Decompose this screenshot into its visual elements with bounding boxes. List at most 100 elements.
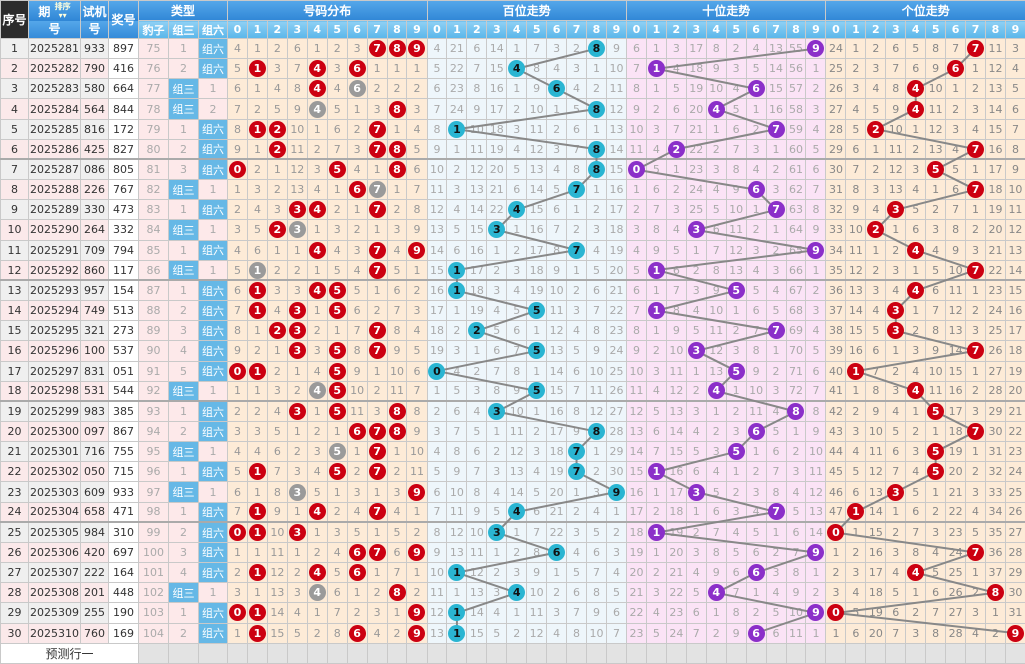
shi-digit-header[interactable]: 4 xyxy=(706,21,726,39)
forecast-cell[interactable] xyxy=(427,643,447,663)
ge-digit-header[interactable]: 0 xyxy=(826,21,846,39)
dist-digit-header[interactable]: 5 xyxy=(327,21,347,39)
forecast-cell[interactable] xyxy=(826,643,846,663)
shi-digit-header[interactable]: 9 xyxy=(806,21,826,39)
bai-omission-cell: 2 xyxy=(587,200,607,220)
forecast-cell[interactable] xyxy=(906,643,926,663)
forecast-cell[interactable] xyxy=(287,643,307,663)
forecast-cell[interactable] xyxy=(228,643,248,663)
bai-digit-header[interactable]: 0 xyxy=(427,21,447,39)
type-col-header[interactable]: 豹子 xyxy=(139,21,169,39)
forecast-cell[interactable] xyxy=(467,643,487,663)
dist-digit-header[interactable]: 2 xyxy=(267,21,287,39)
forecast-cell[interactable] xyxy=(367,643,387,663)
ge-digit-header[interactable]: 8 xyxy=(985,21,1005,39)
forecast-cell[interactable] xyxy=(387,643,407,663)
forecast-cell[interactable] xyxy=(247,643,267,663)
bai-digit-header[interactable]: 4 xyxy=(507,21,527,39)
dist-digit-header[interactable]: 1 xyxy=(247,21,267,39)
bai-digit-header[interactable]: 9 xyxy=(606,21,626,39)
forecast-cell[interactable] xyxy=(447,643,467,663)
shi-digit-header[interactable]: 0 xyxy=(627,21,647,39)
bai-digit-header[interactable]: 5 xyxy=(527,21,547,39)
forecast-cell[interactable] xyxy=(627,643,647,663)
forecast-cell[interactable] xyxy=(587,643,607,663)
dist-digit-header[interactable]: 6 xyxy=(347,21,367,39)
bai-omission-cell: 12 xyxy=(467,563,487,583)
forecast-cell[interactable] xyxy=(786,643,806,663)
forecast-cell[interactable] xyxy=(139,643,169,663)
dist-digit-header[interactable]: 4 xyxy=(307,21,327,39)
ge-digit-header[interactable]: 5 xyxy=(926,21,946,39)
forecast-cell[interactable] xyxy=(726,643,746,663)
forecast-cell[interactable] xyxy=(407,643,427,663)
forecast-cell[interactable] xyxy=(507,643,527,663)
dist-digit-header[interactable]: 3 xyxy=(287,21,307,39)
forecast-cell[interactable] xyxy=(307,643,327,663)
forecast-cell[interactable] xyxy=(487,643,507,663)
ge-ball: 7 xyxy=(967,342,984,359)
type-col-header[interactable]: 组三 xyxy=(169,21,199,39)
bai-digit-header[interactable]: 7 xyxy=(567,21,587,39)
forecast-cell[interactable] xyxy=(646,643,666,663)
ge-digit-header[interactable]: 4 xyxy=(906,21,926,39)
ge-digit-header[interactable]: 3 xyxy=(886,21,906,39)
ge-digit-header[interactable]: 1 xyxy=(846,21,866,39)
shi-digit-header[interactable]: 8 xyxy=(786,21,806,39)
bai-omission-cell: 20 xyxy=(487,159,507,179)
forecast-cell[interactable] xyxy=(706,643,726,663)
bai-digit-header[interactable]: 2 xyxy=(467,21,487,39)
ge-digit-header[interactable]: 9 xyxy=(1005,21,1025,39)
shi-digit-header[interactable]: 7 xyxy=(766,21,786,39)
forecast-cell[interactable] xyxy=(347,643,367,663)
forecast-cell[interactable] xyxy=(547,643,567,663)
ge-digit-header[interactable]: 2 xyxy=(866,21,886,39)
forecast-cell[interactable] xyxy=(746,643,766,663)
forecast-cell[interactable] xyxy=(985,643,1005,663)
forecast-cell[interactable] xyxy=(806,643,826,663)
forecast-cell[interactable] xyxy=(686,643,706,663)
sort-button[interactable]: 排序▾▾ xyxy=(55,2,71,20)
dist-digit-header[interactable]: 8 xyxy=(387,21,407,39)
forecast-cell[interactable] xyxy=(606,643,626,663)
bai-digit-header[interactable]: 1 xyxy=(447,21,467,39)
shi-digit-header[interactable]: 1 xyxy=(646,21,666,39)
forecast-cell[interactable] xyxy=(846,643,866,663)
forecast-cell[interactable] xyxy=(946,643,966,663)
forecast-cell[interactable] xyxy=(926,643,946,663)
header-period[interactable]: 期 排序▾▾ 号 xyxy=(29,1,81,39)
ge-digit-header[interactable]: 6 xyxy=(946,21,966,39)
dist-hit-cell: 6 xyxy=(347,79,367,99)
bai-digit-header[interactable]: 6 xyxy=(547,21,567,39)
forecast-cell[interactable] xyxy=(766,643,786,663)
forecast-cell[interactable] xyxy=(527,643,547,663)
shi-omission-cell: 8 xyxy=(786,563,806,583)
shi-digit-header[interactable]: 3 xyxy=(686,21,706,39)
dist-digit-header[interactable]: 9 xyxy=(407,21,427,39)
forecast-cell[interactable] xyxy=(866,643,886,663)
forecast-cell[interactable] xyxy=(886,643,906,663)
dist-digit-header[interactable]: 7 xyxy=(367,21,387,39)
type-col-header[interactable]: 组六 xyxy=(199,21,228,39)
shi-digit-header[interactable]: 2 xyxy=(666,21,686,39)
bai-digit-header[interactable]: 3 xyxy=(487,21,507,39)
bai-digit-header[interactable]: 8 xyxy=(587,21,607,39)
dist-digit-header[interactable]: 0 xyxy=(228,21,248,39)
forecast-cell[interactable] xyxy=(1005,643,1025,663)
shi-digit-header[interactable]: 5 xyxy=(726,21,746,39)
forecast-cell[interactable] xyxy=(169,643,199,663)
shi-omission-cell: 6 xyxy=(686,462,706,482)
forecast-cell[interactable] xyxy=(267,643,287,663)
forecast-row-label[interactable]: 预测行一 xyxy=(1,643,139,663)
forecast-cell[interactable] xyxy=(966,643,986,663)
bai-omission-cell: 14 xyxy=(606,139,626,159)
shi-omission-cell: 11 xyxy=(726,220,746,240)
forecast-cell[interactable] xyxy=(567,643,587,663)
ge-digit-header[interactable]: 7 xyxy=(966,21,986,39)
forecast-cell[interactable] xyxy=(199,643,228,663)
shi-digit-header[interactable]: 6 xyxy=(746,21,766,39)
dist-omission-cell: 7 xyxy=(327,139,347,159)
seq-cell: 26 xyxy=(1,542,29,562)
forecast-cell[interactable] xyxy=(666,643,686,663)
forecast-cell[interactable] xyxy=(327,643,347,663)
